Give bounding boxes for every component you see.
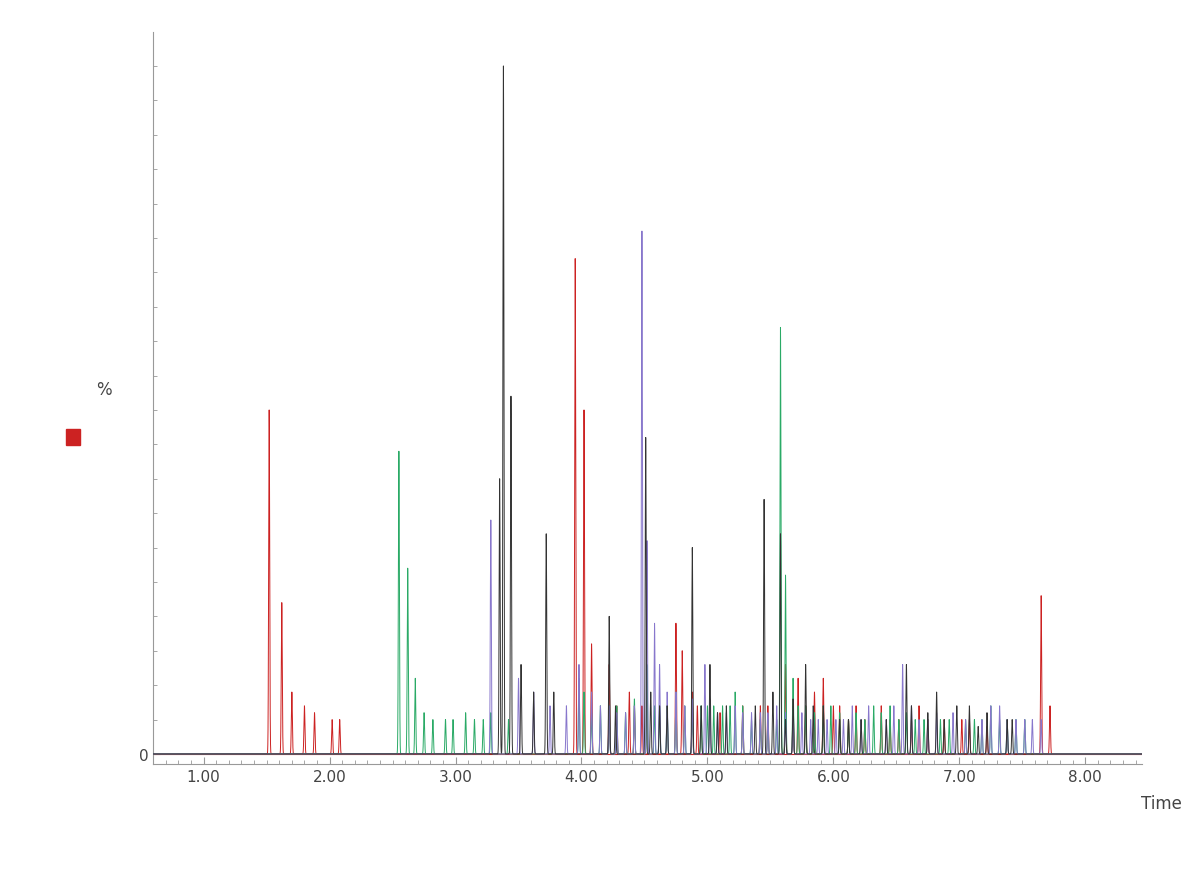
X-axis label: Time: Time <box>1141 794 1182 811</box>
Y-axis label: %: % <box>96 381 112 398</box>
